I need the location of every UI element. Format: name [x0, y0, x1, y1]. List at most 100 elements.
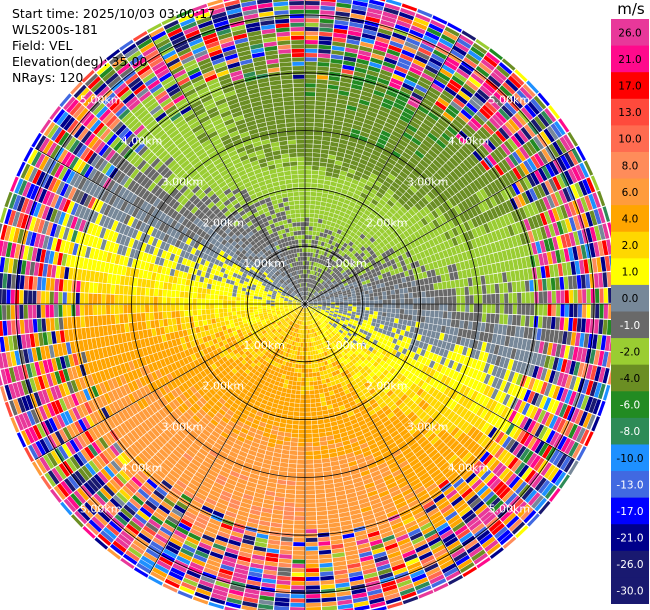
range-gate [399, 272, 405, 278]
range-gate [329, 293, 334, 296]
range-gate [384, 321, 390, 326]
range-gate [296, 468, 305, 473]
range-gate [319, 23, 334, 28]
range-gate [294, 524, 305, 529]
range-gate [476, 176, 486, 188]
range-gate [355, 289, 360, 293]
range-gate [467, 367, 475, 378]
range-gate [498, 61, 513, 75]
range-gate [319, 436, 327, 442]
range-gate [289, 450, 298, 456]
range-gate [409, 326, 415, 333]
range-gate [351, 293, 356, 297]
range-gate [390, 332, 396, 338]
range-gate [305, 520, 317, 525]
range-gate [437, 339, 443, 348]
range-gate [329, 146, 338, 152]
range-gate [378, 248, 385, 255]
range-gate [322, 605, 338, 610]
range-gate [504, 304, 509, 314]
range-gate [340, 251, 346, 257]
range-gate [484, 323, 490, 333]
range-gate [309, 390, 315, 395]
range-gate [384, 203, 392, 211]
range-gate [479, 361, 486, 372]
range-gate [352, 281, 358, 286]
range-gate [525, 304, 530, 315]
range-gate [338, 292, 343, 295]
range-gate [350, 260, 355, 266]
range-gate [432, 79, 446, 89]
range-gate [305, 135, 314, 140]
range-gate [305, 183, 311, 188]
range-gate [411, 321, 416, 327]
range-gate [564, 359, 572, 374]
range-gate [547, 291, 552, 304]
range-gate [467, 277, 473, 287]
range-gate [309, 274, 312, 279]
range-gate [372, 149, 381, 157]
range-gate [311, 296, 316, 299]
range-gate [536, 366, 544, 380]
range-gate [384, 267, 390, 273]
range-gate [321, 597, 337, 603]
range-gate [400, 7, 416, 17]
range-gate [395, 304, 400, 309]
range-gate [342, 217, 348, 223]
range-gate [305, 148, 313, 153]
range-gate [434, 331, 441, 340]
range-gate [457, 90, 471, 102]
range-gate [320, 269, 325, 274]
range-gate [428, 86, 441, 97]
range-gate [559, 317, 565, 331]
range-gate [323, 215, 329, 221]
range-gate [312, 285, 316, 289]
range-gate [313, 385, 319, 390]
range-gate [540, 368, 548, 381]
range-gate [519, 233, 527, 245]
range-gate [422, 156, 432, 165]
range-gate [560, 154, 571, 170]
range-gate [331, 255, 336, 261]
range-gate [344, 284, 350, 289]
range-gate [361, 280, 367, 285]
range-gate [445, 342, 452, 351]
range-gate [362, 28, 377, 36]
range-gate [354, 252, 360, 258]
range-gate [319, 166, 327, 172]
range-gate [387, 218, 395, 226]
range-gate [424, 350, 431, 358]
range-gate [319, 206, 326, 211]
range-gate [305, 498, 316, 503]
range-gate [547, 125, 559, 141]
range-gate [357, 181, 366, 188]
range-gate [326, 167, 334, 173]
range-gate [305, 152, 313, 157]
range-gate [319, 254, 324, 260]
range-gate [280, 545, 293, 551]
range-gate [432, 104, 445, 115]
range-gate [406, 263, 412, 271]
range-gate [510, 210, 519, 223]
range-gate [442, 249, 449, 258]
range-gate [575, 164, 586, 180]
range-gate [326, 268, 331, 273]
range-gate [429, 57, 443, 67]
range-gate [311, 411, 317, 417]
range-gate [350, 183, 358, 189]
range-gate [493, 273, 499, 284]
range-gate [414, 202, 423, 211]
range-gate [445, 108, 457, 119]
range-gate [334, 310, 339, 313]
range-gate [321, 458, 330, 463]
range-gate [305, 122, 314, 127]
range-gate [323, 282, 328, 287]
range-gate [389, 240, 396, 247]
range-gate [454, 319, 460, 328]
range-gate [351, 325, 357, 330]
range-gate [391, 294, 396, 300]
range-gate [316, 188, 323, 193]
range-gate [313, 306, 318, 308]
range-gate [548, 370, 556, 384]
range-gate [448, 52, 463, 64]
